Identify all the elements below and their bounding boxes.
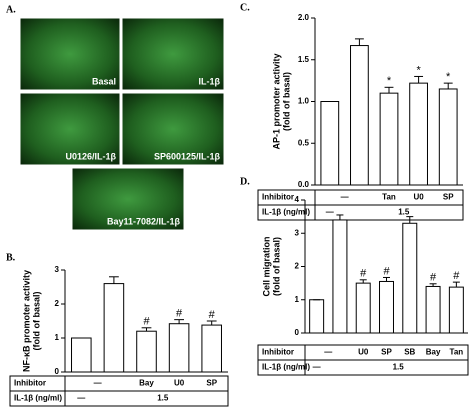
table-cell-text: SP [443, 193, 454, 202]
significance-mark: # [209, 309, 216, 321]
table-row-label: IL-1β (ng/ml) [262, 363, 310, 372]
table-row-label: Inhibitor [262, 193, 294, 202]
y-tick-label: 4 [295, 195, 300, 204]
table-cell-text: 1.5 [393, 363, 405, 372]
bar [136, 330, 157, 373]
bar [71, 337, 92, 373]
y-tick-label: 0.0 [298, 180, 310, 189]
significance-mark: # [430, 272, 437, 284]
table-cell-text: U0 [358, 348, 369, 357]
table-row-label: Inhibitor [14, 379, 46, 388]
bar [425, 285, 441, 334]
bar [448, 286, 464, 334]
table-cell-text: 1.5 [157, 394, 169, 403]
image-label: SP600125/IL-1β [154, 151, 221, 161]
y-tick-label: 1 [55, 333, 60, 342]
table-row-label: Inhibitor [262, 348, 294, 357]
significance-mark: * [446, 71, 451, 83]
bar [168, 323, 190, 373]
y-tick-label: 3 [55, 265, 60, 274]
table-row-label: IL-1β (ng/ml) [14, 394, 62, 403]
image-label: IL-1β [199, 76, 221, 86]
bar [402, 222, 418, 334]
table-cell-text: — [326, 208, 334, 217]
panel-label: B. [6, 252, 16, 263]
table-cell-text: Bay [426, 348, 441, 357]
bar [379, 92, 399, 186]
bar [201, 324, 222, 373]
image-label: U0126/IL-1β [65, 151, 116, 161]
table-cell-text: U0 [174, 379, 185, 388]
panel-label: A. [6, 4, 16, 15]
bar [103, 283, 125, 373]
table-cell-text: U0 [413, 193, 424, 202]
bar [409, 82, 428, 186]
significance-mark: # [176, 308, 183, 320]
panel-label: C. [240, 2, 250, 13]
y-axis-label: Cell migration [261, 236, 271, 296]
significance-mark: # [453, 270, 460, 282]
table-cell-text: — [341, 193, 349, 202]
significance-mark: * [387, 75, 392, 87]
table-cell-text: Tan [450, 348, 464, 357]
bar [438, 88, 458, 186]
y-tick-label: 0 [295, 328, 300, 337]
micrograph [71, 167, 185, 231]
y-axis-label: (fold of basal) [281, 72, 291, 131]
y-tick-label: 0.5 [298, 138, 310, 147]
panel-label: D. [240, 176, 250, 187]
y-tick-label: 3 [295, 228, 300, 237]
table-cell-text: SB [404, 348, 415, 357]
y-tick-label: 2 [295, 262, 300, 271]
table-cell-text: — [313, 363, 321, 372]
micrograph [19, 17, 121, 91]
table-cell-text: 1.5 [398, 208, 410, 217]
image-label: Basal [92, 76, 116, 86]
significance-mark: # [383, 265, 390, 277]
table-cell-text: — [77, 394, 85, 403]
table-cell-text: Bay [139, 379, 154, 388]
table-cell [9, 390, 229, 407]
table-cell [257, 204, 464, 221]
table-cell-text: SP [381, 348, 392, 357]
y-tick-label: 1 [295, 295, 300, 304]
bar [332, 219, 348, 334]
micrograph [121, 17, 225, 91]
table-cell-text: — [324, 348, 332, 357]
significance-mark: * [416, 64, 421, 76]
significance-mark: # [360, 268, 367, 280]
bar [350, 45, 369, 186]
bar [379, 280, 394, 334]
y-tick-label: 1.5 [298, 55, 310, 64]
table-cell-text: SP [206, 379, 217, 388]
bar [320, 101, 340, 186]
y-axis-label: (fold of basal) [271, 237, 281, 296]
y-axis-label: (fold of basal) [31, 292, 41, 351]
y-axis-label: AP-1 promoter activity [271, 53, 281, 149]
bar [309, 299, 325, 334]
y-tick-label: 0 [55, 367, 60, 376]
y-tick-label: 2.0 [298, 13, 310, 22]
table-row-label: IL-1β (ng/ml) [262, 208, 310, 217]
bar [355, 282, 371, 334]
table-cell-text: Tan [382, 193, 396, 202]
significance-mark: # [143, 316, 150, 328]
micrograph [121, 92, 225, 166]
table-cell [257, 359, 469, 376]
image-label: Bay11-7082/IL-1β [107, 216, 181, 226]
y-tick-label: 1.0 [298, 97, 310, 106]
y-tick-label: 2 [55, 299, 60, 308]
y-axis-label: NF-κB promoter activity [21, 270, 31, 372]
table-cell-text: — [94, 379, 102, 388]
micrograph [19, 92, 121, 166]
